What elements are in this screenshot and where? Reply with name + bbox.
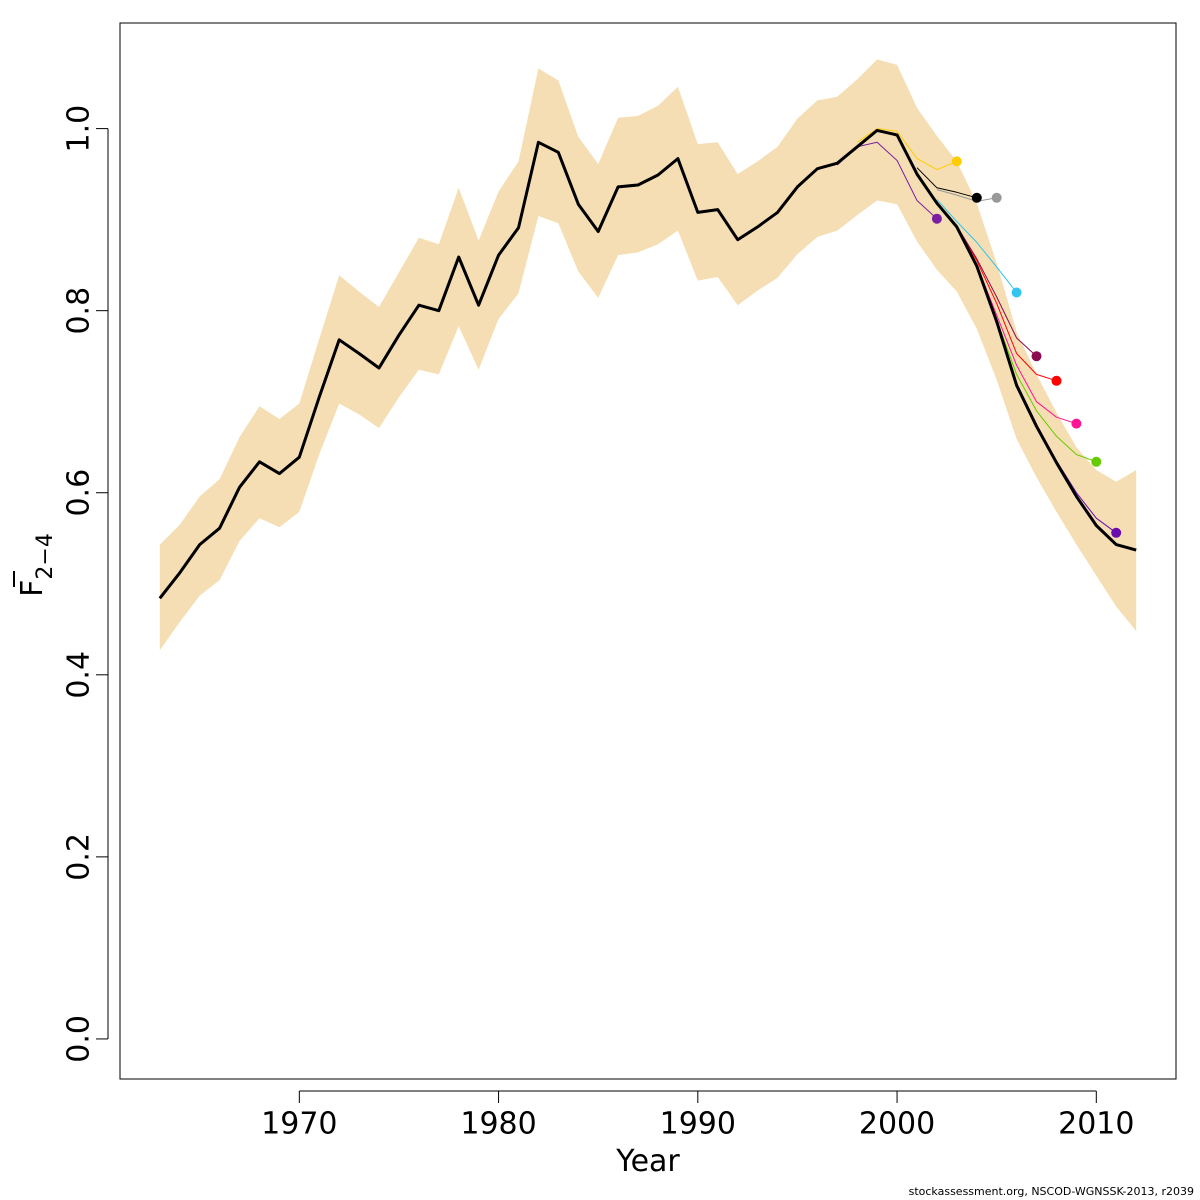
series-endpoint-2002 [931, 213, 942, 224]
y-axis: 0.0 0.2 0.4 0.6 0.8 1.0 [61, 105, 109, 1063]
y-tick-label: 0.8 [61, 287, 96, 335]
confidence-band-layer [159, 59, 1137, 651]
x-tick-label: 2000 [859, 1107, 935, 1142]
confidence-band [159, 59, 1137, 651]
x-axis-title: Year [615, 1144, 680, 1179]
series-line-2004 [916, 167, 977, 199]
series-endpoint-2009 [1071, 418, 1082, 429]
y-tick-label: 1.0 [62, 105, 97, 153]
endpoint-layer [931, 156, 1122, 538]
series-endpoint-2008 [1051, 375, 1062, 386]
series-layer [158, 128, 1137, 600]
y-tick-label: 0.6 [62, 469, 97, 517]
series-line-2003 [856, 128, 957, 171]
y-tick-label: 0.0 [62, 1015, 97, 1063]
x-tick-label: 1980 [460, 1107, 536, 1142]
footer-credit: stockassessment.org, NSCOD-WGNSSK-2013, … [908, 1185, 1194, 1198]
series-line-2006 [936, 199, 1017, 293]
series-line-2005 [936, 189, 997, 202]
series-endpoint-2004 [971, 192, 982, 203]
svg-text:F2−4: F2−4 [15, 533, 58, 597]
series-endpoint-2007 [1031, 351, 1042, 362]
x-tick-label: 1970 [261, 1107, 337, 1142]
series-endpoint-2010 [1091, 456, 1102, 467]
y-tick-label: 0.2 [61, 833, 96, 881]
plot-frame [119, 22, 1177, 1080]
x-tick-label: 2010 [1058, 1107, 1134, 1142]
x-tick-label: 1990 [660, 1107, 736, 1142]
series-line-2008 [956, 225, 1057, 382]
series-endpoint-2006 [1011, 287, 1022, 298]
y-axis-title-subscript: 2−4 [33, 533, 58, 579]
y-axis-title: F2−4 [13, 533, 58, 597]
series-line-2009 [976, 265, 1077, 425]
series-endpoint-2003 [951, 156, 962, 167]
series-line-2012 [158, 128, 1137, 600]
series-line-2007 [956, 225, 1037, 357]
series-endpoint-2011 [1111, 527, 1122, 538]
x-axis: 1970 1980 1990 2000 2010 [261, 1090, 1134, 1142]
y-tick-label: 0.4 [62, 651, 97, 699]
series-endpoint-2005 [991, 192, 1002, 203]
y-axis-title-main: F [15, 580, 50, 597]
